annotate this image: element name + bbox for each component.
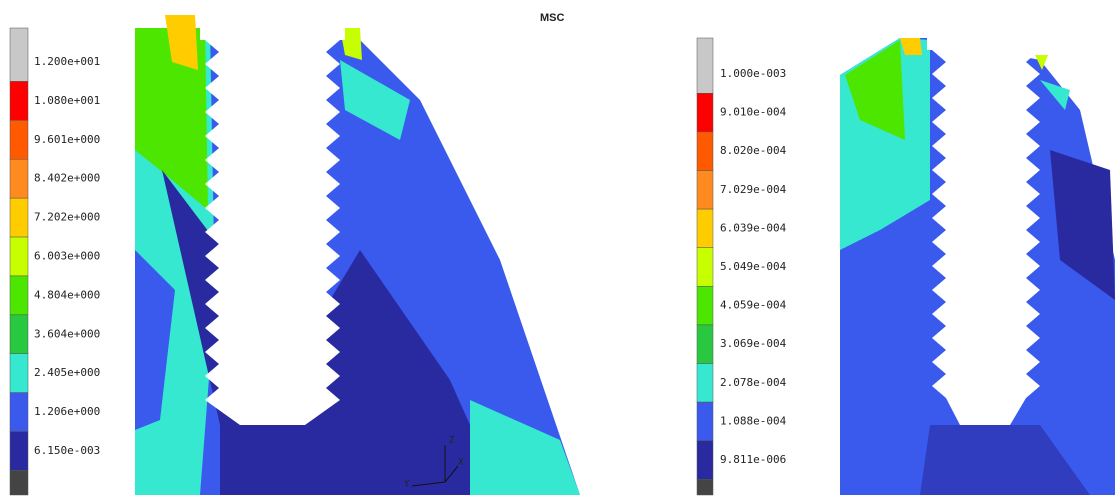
slot bbox=[927, 0, 1045, 425]
dark-blue-region bbox=[920, 425, 1090, 495]
blue-region bbox=[135, 250, 175, 430]
legend-label: 1.206e+000 bbox=[34, 405, 100, 418]
legend-label: 1.088e-004 bbox=[720, 414, 787, 427]
legend-swatch bbox=[696, 247, 714, 287]
dark-blue-region bbox=[220, 425, 475, 495]
legend-label: 4.804e+000 bbox=[34, 288, 100, 301]
cyan-region bbox=[340, 60, 410, 140]
legend-label: 2.405e+000 bbox=[34, 366, 100, 379]
yellow-region bbox=[165, 15, 198, 70]
legend-swatch bbox=[9, 197, 29, 238]
legend-swatch bbox=[9, 392, 29, 432]
legend-swatch bbox=[696, 440, 714, 480]
triad-x bbox=[444, 465, 459, 483]
legend-label: 1.200e+001 bbox=[34, 55, 100, 68]
legend-label: 6.150e-003 bbox=[34, 444, 100, 457]
legend-swatch bbox=[696, 93, 714, 133]
triad-label: Y bbox=[404, 480, 410, 490]
legend-label: 6.003e+000 bbox=[34, 250, 100, 263]
left-model bbox=[135, 0, 580, 495]
legend-label: 9.601e+000 bbox=[34, 133, 100, 146]
legend-label: 3.069e-004 bbox=[720, 337, 787, 350]
legend-label: 4.059e-004 bbox=[720, 299, 787, 312]
legend-label: 1.000e-003 bbox=[720, 67, 786, 80]
triad-label: X bbox=[458, 458, 464, 468]
legend-swatch bbox=[696, 208, 714, 248]
legend-swatch bbox=[696, 170, 714, 210]
legend-swatch bbox=[9, 81, 29, 121]
legend-swatch bbox=[696, 286, 714, 326]
legend-label: 9.811e-006 bbox=[720, 453, 786, 466]
legend-label: 2.078e-004 bbox=[720, 376, 787, 389]
yellow-green-region bbox=[1035, 55, 1048, 70]
cyan-region bbox=[470, 400, 580, 495]
legend-swatch bbox=[9, 470, 29, 496]
legend-label: 8.402e+000 bbox=[34, 172, 100, 185]
legend-label: 7.029e-004 bbox=[720, 183, 787, 196]
logo: MSC bbox=[540, 12, 565, 24]
legend-swatch bbox=[9, 314, 29, 355]
legend-label: 6.039e-004 bbox=[720, 221, 787, 234]
legend-swatch bbox=[9, 431, 29, 471]
green-region bbox=[845, 40, 905, 140]
yellow-region bbox=[900, 38, 922, 55]
legend-swatch bbox=[9, 27, 29, 82]
legend-swatch bbox=[696, 131, 714, 171]
legend-swatch bbox=[696, 479, 714, 496]
legend-label: 8.020e-004 bbox=[720, 144, 787, 157]
legend-swatch bbox=[9, 120, 29, 160]
right-model bbox=[840, 0, 1115, 495]
legend-label: 1.080e+001 bbox=[34, 94, 100, 107]
legend-swatch bbox=[9, 275, 29, 316]
triad-y bbox=[411, 481, 446, 487]
triad-label: Z bbox=[449, 436, 455, 446]
legend-swatch bbox=[696, 401, 714, 441]
legend-label: 9.010e-004 bbox=[720, 106, 787, 119]
cyan-region bbox=[1040, 80, 1070, 110]
yellow-green-region bbox=[340, 28, 362, 60]
legend-swatch bbox=[696, 363, 714, 403]
dark-blue-region bbox=[1050, 150, 1115, 300]
legend-label: 7.202e+000 bbox=[34, 211, 100, 224]
legend-label: 3.604e+000 bbox=[34, 327, 100, 340]
slot bbox=[200, 0, 345, 425]
legend-swatch bbox=[9, 353, 29, 393]
legend-swatch bbox=[696, 324, 714, 364]
green-region bbox=[135, 28, 208, 210]
axis-triad bbox=[411, 445, 459, 487]
legend-swatch bbox=[9, 236, 29, 277]
legend-label: 5.049e-004 bbox=[720, 260, 787, 273]
legend-swatch bbox=[696, 37, 714, 94]
legend-swatch bbox=[9, 159, 29, 199]
